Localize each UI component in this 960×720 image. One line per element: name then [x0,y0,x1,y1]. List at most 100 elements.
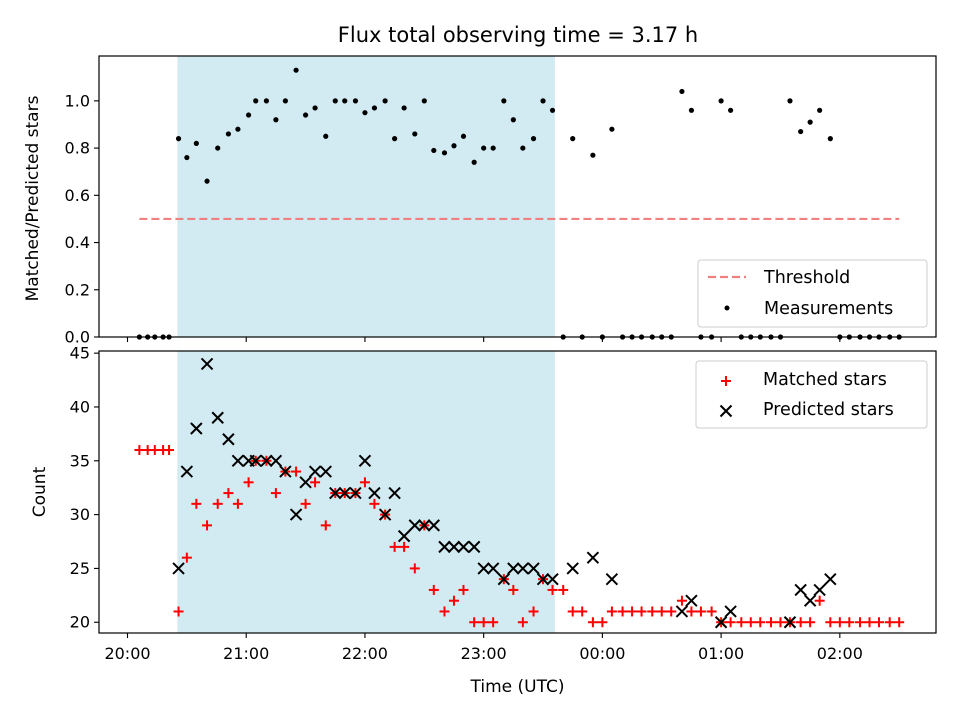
measurement-point [501,98,507,104]
measurement-point [570,136,576,142]
measurement-point [412,131,418,137]
measurement-point [421,98,427,104]
predicted-star-point [546,572,559,586]
predicted-star-point [477,562,490,575]
matched-star-point [291,466,302,477]
matched-star-point [389,541,400,552]
observing-window-shade-bottom [177,351,555,633]
predicted-star-point [329,486,342,500]
matched-star-point [439,606,450,617]
matched-star-point [844,617,855,628]
measurement-point [807,119,813,125]
shaded-observing-window [177,56,555,337]
legend-measurements-swatch [724,305,730,311]
count-y-tick-label: 35 [70,451,90,470]
predicted-star-point [222,433,235,446]
ratio-y-tick-label: 0.8 [65,139,90,158]
time-x-tick-label: 20:00 [104,644,150,663]
matched-star-point [181,552,192,563]
matched-star-point [191,498,202,509]
time-x-tick-label: 21:00 [223,644,269,663]
legend-threshold-label: Threshold [763,268,850,288]
chart-title: Flux total observing time = 3.17 h [338,23,698,47]
measurement-point [332,98,338,104]
predicted-star-point [260,454,273,467]
count-y-tick-label: 45 [70,344,90,363]
predicted-star-point [388,486,401,500]
measurement-point [590,152,596,158]
measurement-point [481,145,487,151]
measurement-point [362,110,368,116]
measurement-point [263,98,269,104]
matched-star-point [706,606,717,617]
matched-star-point [597,617,608,628]
predicted-star-point [368,486,381,500]
matched-star-point [805,617,816,628]
measurement-point [382,98,388,104]
measurement-point [342,98,348,104]
predicted-star-point [536,572,550,586]
predicted-star-point [200,357,214,371]
matched-star-point [587,617,598,628]
ratio-y-tick-label: 0.2 [65,280,90,299]
matched-star-point [488,617,499,628]
count-y-tick-label: 30 [70,505,90,524]
ratio-y-tick-label: 1.0 [65,91,90,110]
matched-star-point [517,617,528,628]
matched-star-point [676,595,687,606]
predicted-star-point [397,529,411,543]
predicted-star-point [378,508,392,521]
predicted-star-point [338,486,351,500]
matched-star-point [558,584,569,595]
matched-star-point [212,498,223,509]
measurement-point [609,126,615,132]
measurement-point [441,150,448,156]
predicted-star-point [289,508,303,521]
ratio-y-tick-label: 0.0 [65,328,90,347]
matched-star-point [528,606,539,617]
predicted-star-point [269,454,283,467]
predicted-star-point [427,519,441,532]
predicted-star-point [190,422,203,435]
predicted-star-point [308,465,322,478]
measurement-point [245,112,252,118]
predicted-star-point [408,519,422,532]
predicted-star-point [418,519,431,532]
count-legend: Matched stars Predicted stars [695,360,928,429]
measurement-point [817,107,823,113]
time-x-tick-label: 23:00 [461,644,507,663]
measurement-point [471,159,477,165]
time-x-tick-label: 02:00 [817,644,863,663]
matched-star-point [202,520,213,531]
matched-star-point [270,488,281,499]
legend-predicted-label: Predicted stars [763,400,894,420]
matched-star-point [320,520,331,531]
matched-star-point [458,584,469,595]
predicted-star-point [467,540,481,554]
measurement-point [460,133,467,139]
ratio-y-axis-title: Matched/Predicted stars [23,95,43,301]
measurement-point [215,145,221,151]
measurement-point [827,136,833,142]
legend-predicted-swatch [719,404,733,418]
matched-star-point [725,617,736,628]
measurement-point [540,98,546,104]
matched-star-point [243,477,254,488]
ratio-y-tick-label: 0.4 [65,233,90,252]
time-x-tick-label: 22:00 [342,644,388,663]
time-x-tick-label: 01:00 [698,644,744,663]
matched-star-point [369,498,380,509]
count-legend-box [695,360,928,429]
matched-star-point [448,595,459,606]
predicted-star-point [249,454,262,467]
matched-star-point [164,445,175,456]
predicted-star-point [497,572,511,586]
measurement-point [273,117,279,123]
matched-star-point [606,606,617,617]
measurement-point [401,105,407,111]
predicted-star-point [507,562,520,575]
measurement-point [798,128,804,135]
predicted-star-point [685,594,698,607]
matched-star-point [300,498,311,509]
predicted-star-point [319,465,332,478]
